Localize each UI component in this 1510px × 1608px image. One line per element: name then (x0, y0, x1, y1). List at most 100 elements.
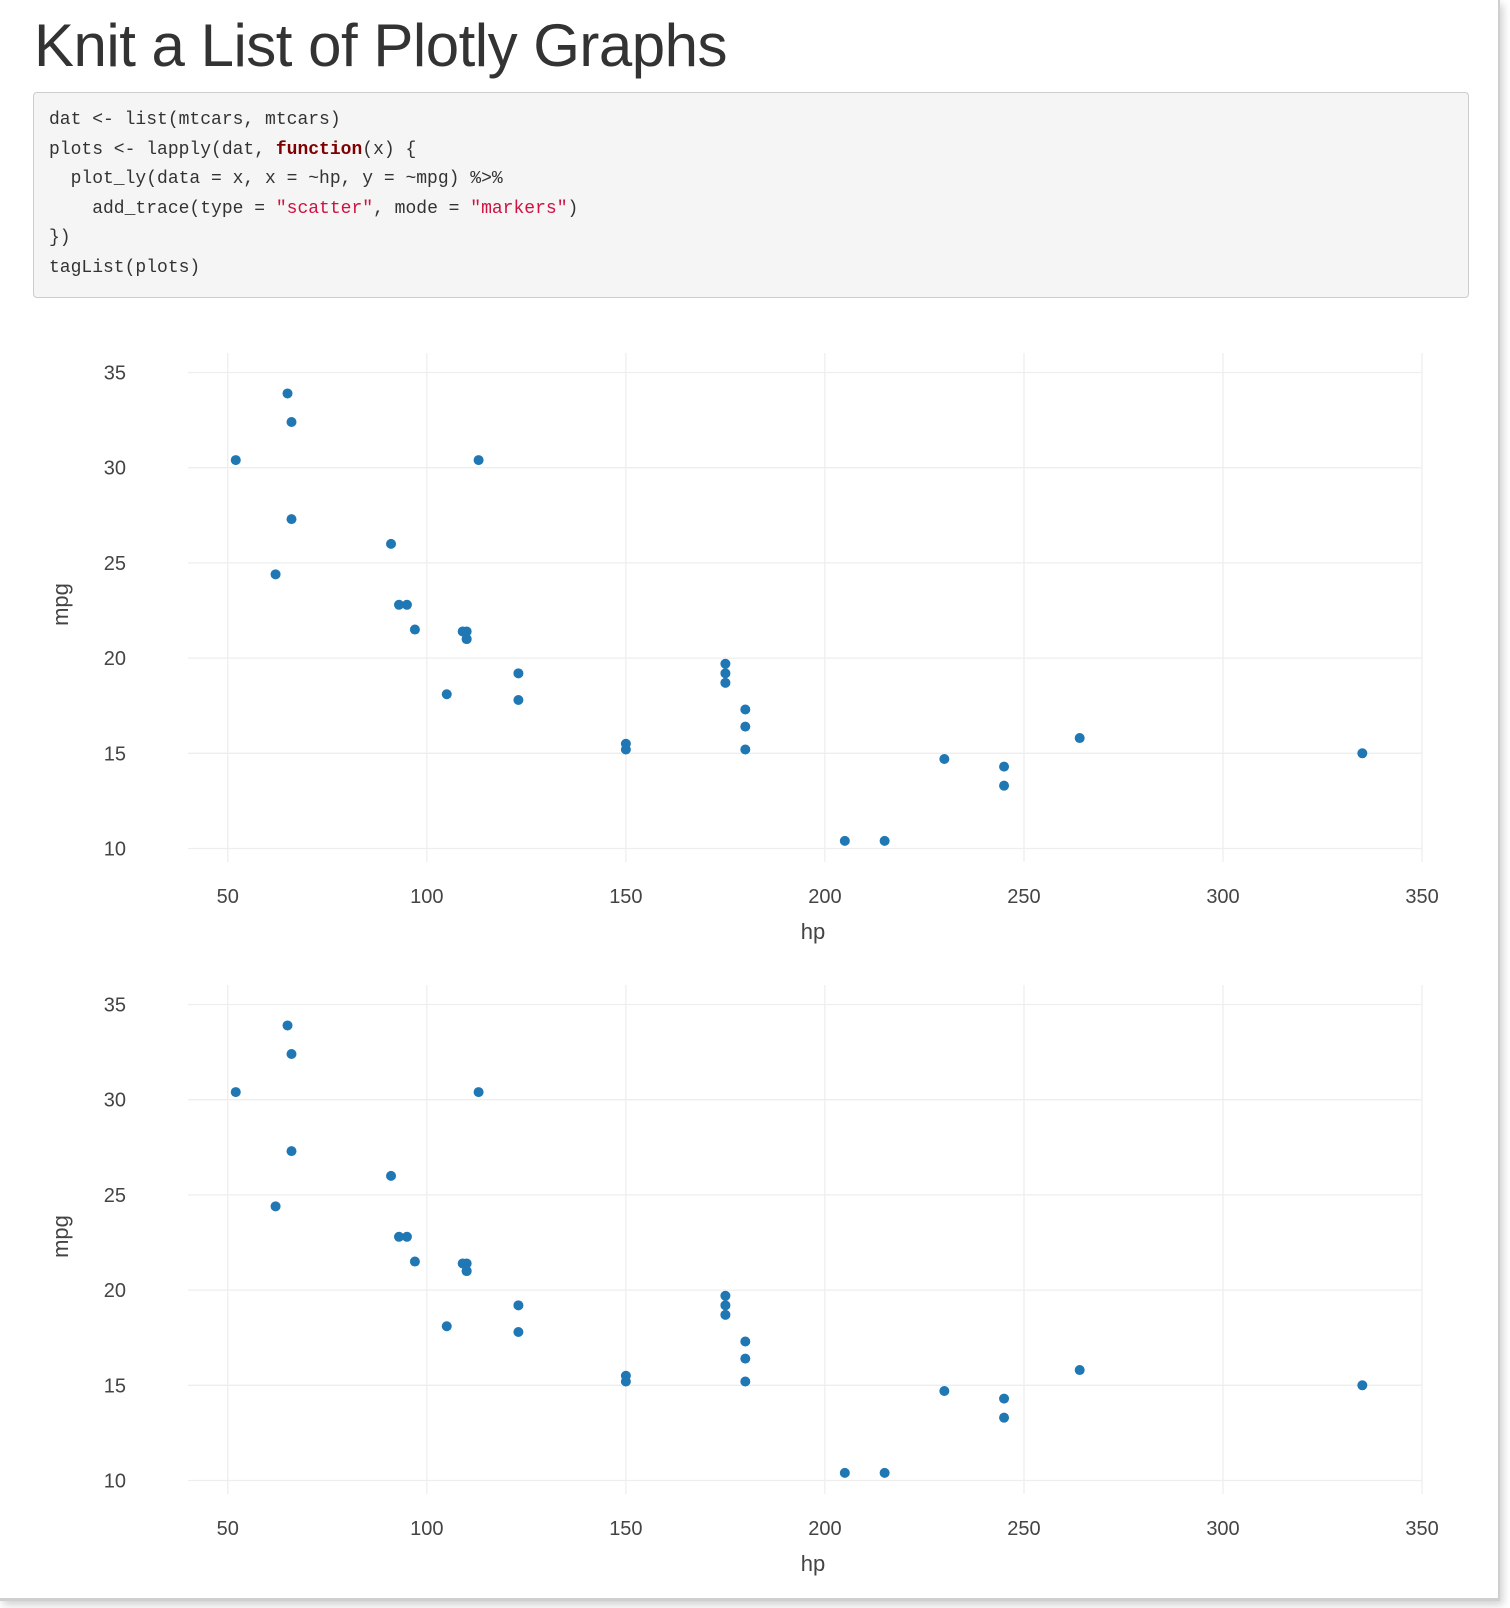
code-token: dat <- list(mtcars, mtcars) (49, 110, 341, 130)
data-point[interactable] (513, 668, 524, 679)
data-point[interactable] (720, 677, 731, 688)
data-point[interactable] (473, 455, 484, 466)
code-block: dat <- list(mtcars, mtcars) plots <- lap… (33, 92, 1469, 298)
data-point[interactable] (999, 1393, 1010, 1404)
code-string: "scatter" (275, 198, 374, 219)
code-line: plot_ly(data = x, x = ~hp, y = ~mpg) %>% (49, 169, 503, 189)
x-tick-label: 200 (808, 886, 841, 908)
data-point[interactable] (939, 754, 950, 764)
x-tick-label: 50 (217, 886, 239, 908)
data-point[interactable] (286, 417, 297, 428)
code-token: ) (567, 198, 579, 219)
data-point[interactable] (720, 658, 731, 669)
data-point[interactable] (513, 1326, 524, 1337)
y-tick-label: 25 (104, 1185, 126, 1207)
data-point[interactable] (286, 514, 297, 525)
data-point[interactable] (740, 704, 751, 715)
code-token: (x) { (362, 139, 417, 160)
data-point[interactable] (999, 1412, 1010, 1423)
data-point[interactable] (620, 744, 631, 755)
data-point[interactable] (939, 1386, 950, 1396)
x-tick-label: 200 (808, 1518, 841, 1540)
data-point[interactable] (1074, 733, 1085, 744)
data-point[interactable] (879, 1467, 890, 1478)
data-point[interactable] (282, 1020, 293, 1031)
x-tick-label: 50 (217, 1518, 239, 1540)
data-point[interactable] (740, 721, 751, 732)
x-tick-label: 250 (1007, 1518, 1040, 1540)
code-token: }) (49, 228, 71, 248)
data-point[interactable] (879, 835, 890, 846)
tick-labels: 50 100 150 200 250 300 350 10 15 20 25 30 35 (104, 363, 1439, 908)
data-point[interactable] (457, 1258, 468, 1269)
x-tick-label: 250 (1007, 886, 1040, 908)
data-point[interactable] (461, 1266, 472, 1277)
data-point[interactable] (720, 668, 731, 679)
data-point[interactable] (1074, 1365, 1085, 1376)
data-point[interactable] (461, 634, 472, 645)
data-point[interactable] (720, 1309, 731, 1320)
data-point[interactable] (457, 626, 468, 637)
data-point[interactable] (441, 1321, 452, 1332)
y-tick-label: 30 (104, 1090, 126, 1112)
x-axis-label: hp (801, 1551, 825, 1576)
data-point[interactable] (740, 1353, 751, 1364)
data-point[interactable] (740, 1376, 751, 1387)
y-tick-label: 10 (104, 838, 126, 860)
data-point[interactable] (393, 1231, 404, 1242)
data-point[interactable] (513, 1300, 524, 1311)
data-point[interactable] (270, 1201, 281, 1212)
x-tick-label: 300 (1206, 886, 1239, 908)
code-token: , mode = (373, 198, 471, 219)
markers (230, 388, 1368, 846)
data-point[interactable] (839, 1467, 850, 1478)
code-token: tagList(plots) (49, 257, 201, 278)
data-point[interactable] (441, 689, 452, 700)
data-point[interactable] (620, 1376, 631, 1387)
data-point[interactable] (740, 1336, 751, 1347)
page-title: Knit a List of Plotly Graphs (34, 12, 728, 79)
code-line: }) (49, 228, 71, 248)
code-keyword: function (275, 139, 363, 160)
y-tick-label: 15 (104, 1375, 126, 1397)
data-point[interactable] (409, 624, 420, 635)
x-tick-label: 150 (609, 1518, 642, 1540)
data-point[interactable] (286, 1049, 297, 1060)
data-point[interactable] (286, 1146, 297, 1157)
data-point[interactable] (270, 569, 281, 580)
code-line: tagList(plots) (49, 258, 200, 278)
x-tick-label: 350 (1405, 1518, 1438, 1540)
code-line: dat <- list(mtcars, mtcars) (49, 110, 341, 130)
data-point[interactable] (999, 761, 1010, 772)
data-point[interactable] (473, 1087, 484, 1098)
data-point[interactable] (230, 455, 241, 466)
data-point[interactable] (839, 835, 850, 846)
data-point[interactable] (409, 1256, 420, 1267)
tick-labels: 50 100 150 200 250 300 350 10 15 20 25 30 35 (104, 995, 1439, 1540)
data-point[interactable] (393, 599, 404, 610)
data-point[interactable] (1357, 748, 1368, 759)
data-point[interactable] (720, 1300, 731, 1311)
data-point[interactable] (720, 1290, 731, 1301)
y-tick-label: 20 (104, 648, 126, 670)
x-axis-label: hp (801, 919, 825, 944)
data-point[interactable] (386, 538, 397, 549)
data-point[interactable] (513, 694, 524, 705)
scatter-plot-2[interactable]: 50 100 150 200 250 300 350 10 15 20 25 30 35 hp mpg (0, 952, 1498, 1588)
code-token: plots <- lapply(dat, (49, 139, 276, 160)
data-point[interactable] (740, 744, 751, 755)
x-tick-label: 350 (1405, 886, 1438, 908)
data-point[interactable] (999, 780, 1010, 791)
data-point[interactable] (230, 1087, 241, 1098)
code-string: "markers" (470, 198, 568, 219)
data-point[interactable] (401, 599, 412, 610)
data-point[interactable] (401, 1231, 412, 1242)
data-point[interactable] (386, 1170, 397, 1181)
data-point[interactable] (1357, 1380, 1368, 1391)
data-point[interactable] (282, 388, 293, 399)
y-tick-label: 25 (104, 553, 126, 575)
scatter-plot-1[interactable]: 50 100 150 200 250 300 350 10 15 20 25 30 35 hp mpg (0, 320, 1498, 950)
x-tick-label: 100 (410, 886, 443, 908)
y-tick-label: 30 (104, 458, 126, 480)
